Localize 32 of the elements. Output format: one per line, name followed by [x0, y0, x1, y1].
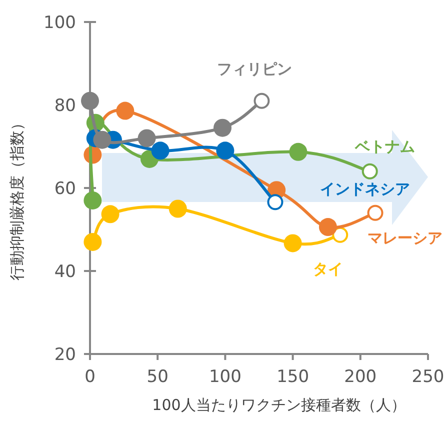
point — [93, 130, 112, 149]
point — [84, 191, 102, 210]
point — [213, 118, 232, 137]
x-tick-label: 150 — [276, 367, 310, 387]
x-axis-title: 100人当たりワクチン接種者数（人） — [152, 396, 406, 414]
y-tick-label: 80 — [54, 96, 76, 116]
point — [168, 200, 187, 218]
point — [318, 218, 337, 236]
point — [84, 232, 102, 251]
y-tick-label: 20 — [54, 345, 76, 365]
point — [116, 102, 134, 120]
y-axis-title: 行動抑制厳格度（指数） — [8, 116, 26, 280]
series-label: タイ — [313, 260, 344, 278]
point — [284, 234, 302, 252]
point — [101, 205, 120, 224]
series-label: マレーシア — [367, 228, 442, 248]
series-label: フィリピン — [217, 60, 292, 78]
y-tick-label: 100 — [44, 13, 76, 33]
point — [216, 142, 234, 160]
text: インドネシア — [320, 180, 410, 198]
x-tick-label: 200 — [344, 367, 377, 387]
y-tick-label: 40 — [54, 262, 76, 282]
x-tick-label: 100 — [208, 367, 242, 387]
point — [151, 142, 170, 160]
point — [289, 142, 308, 161]
x-tick-label: 0 — [84, 367, 96, 387]
y-tick-label: 60 — [54, 179, 76, 199]
x-tick-label: 250 — [412, 367, 444, 387]
point — [138, 129, 156, 148]
series-label: ベトナム — [354, 137, 415, 156]
x-tick-label: 50 — [146, 367, 168, 387]
point — [81, 92, 99, 110]
